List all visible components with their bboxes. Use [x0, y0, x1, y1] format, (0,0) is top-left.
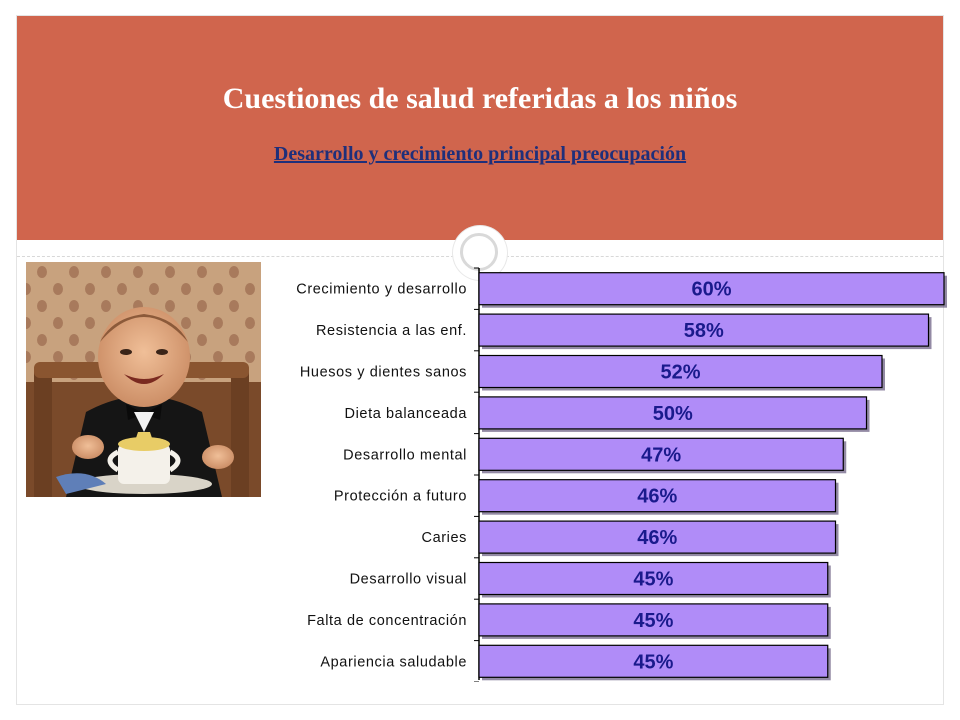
bar — [478, 561, 829, 596]
category-label: Resistencia a las enf. — [316, 323, 467, 339]
data-label: 60% — [691, 279, 731, 301]
data-label: 45% — [633, 651, 673, 673]
bar — [478, 644, 829, 678]
bar — [478, 437, 844, 471]
category-label: Falta de concentración — [307, 613, 467, 629]
slide-frame — [16, 15, 944, 705]
bar — [478, 272, 945, 306]
data-label: 58% — [684, 320, 724, 342]
category-label: Desarrollo mental — [343, 447, 467, 463]
data-label: 50% — [653, 403, 693, 425]
bar — [478, 354, 883, 389]
category-label: Caries — [422, 530, 468, 546]
bar — [478, 479, 837, 513]
page-subtitle: Desarrollo y crecimiento principal preoc… — [273, 143, 687, 165]
category-label: Apariencia saludable — [320, 654, 467, 670]
page-title: Cuestiones de salud referidas a los niño… — [222, 82, 738, 115]
data-label: 46% — [637, 527, 677, 549]
category-label: Dieta balanceada — [345, 406, 468, 422]
bar — [478, 396, 868, 430]
bar-chart: Crecimiento y desarrollo 60% Resistencia a… — [296, 267, 947, 682]
baby-photo — [26, 262, 261, 497]
data-label: 46% — [637, 486, 677, 508]
data-label: 47% — [641, 444, 681, 466]
category-label: Huesos y dientes sanos — [300, 365, 467, 381]
data-label: 52% — [660, 362, 700, 384]
bar — [478, 313, 930, 347]
category-label: Protección a futuro — [334, 489, 467, 505]
header-band: Cuestiones de salud referidas a los niño… — [17, 16, 943, 240]
data-label: 45% — [633, 569, 673, 591]
bar — [478, 603, 829, 637]
data-label: 45% — [633, 610, 673, 632]
category-label: Desarrollo visual — [350, 572, 467, 588]
category-label: Crecimiento y desarrollo — [296, 282, 467, 298]
bar — [478, 520, 837, 554]
